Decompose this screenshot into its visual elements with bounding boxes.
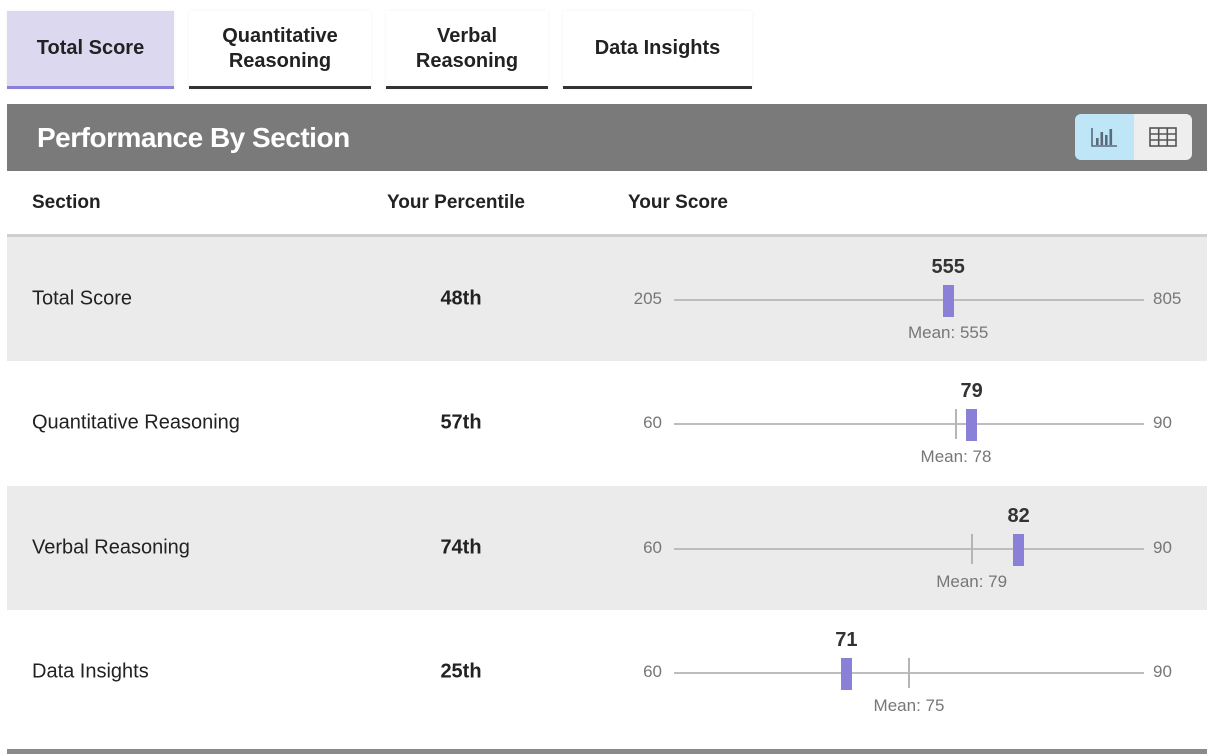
scale-max: 90	[1153, 413, 1172, 432]
scale-max: 90	[1153, 662, 1172, 681]
table-row: Quantitative Reasoning 57th 60 79 Mean: …	[7, 361, 1207, 485]
score-value: 555	[931, 256, 965, 278]
table-view-button[interactable]	[1133, 114, 1192, 160]
score-scale: 205 555 Mean: 555 805	[617, 237, 1207, 361]
bar-chart-icon	[1091, 128, 1118, 147]
score-marker	[942, 285, 954, 317]
score-scale: 60 71 Mean: 75 90	[617, 610, 1207, 734]
tab-verbal-reasoning[interactable]: Verbal Reasoning	[386, 11, 548, 89]
bottom-divider	[7, 749, 1207, 754]
scale-track	[674, 423, 1144, 425]
tab-label: Verbal Reasoning	[415, 24, 519, 72]
scale-max: 805	[1153, 289, 1182, 308]
row-section-name: Verbal Reasoning	[32, 536, 190, 559]
mean-label: Mean: 78	[920, 447, 992, 466]
mean-label: Mean: 75	[873, 696, 945, 715]
score-value: 82	[1007, 505, 1030, 527]
tab-label: Total Score	[36, 37, 145, 59]
tab-total-score[interactable]: Total Score	[7, 11, 174, 89]
table-row: Data Insights 25th 60 71 Mean: 75 90	[7, 610, 1207, 734]
scale-track	[674, 299, 1144, 301]
tab-data-insights[interactable]: Data Insights	[563, 11, 752, 89]
scale-min: 205	[633, 289, 662, 308]
column-header-percentile: Your Percentile	[387, 192, 525, 213]
score-value: 71	[835, 629, 858, 651]
table-grid-icon	[1148, 127, 1177, 147]
row-section-name: Total Score	[32, 287, 133, 310]
card-title: Performance By Section	[37, 122, 350, 153]
row-percentile: 57th	[440, 411, 482, 434]
mean-marker	[908, 658, 910, 688]
scale-min: 60	[643, 538, 662, 557]
tab-label: Data Insights	[594, 37, 721, 59]
score-value: 79	[960, 380, 983, 402]
performance-card: Performance By Section	[7, 104, 1207, 754]
score-scale: 60 79 Mean: 78 90	[617, 361, 1207, 485]
mean-label: Mean: 555	[907, 323, 989, 342]
tab-quantitative-reasoning[interactable]: Quantitative Reasoning	[189, 11, 371, 89]
mean-marker	[970, 534, 973, 564]
score-scale: 60 82 Mean: 79 90	[617, 486, 1207, 610]
tab-label: Quantitative Reasoning	[222, 24, 338, 72]
row-percentile: 48th	[440, 287, 482, 310]
view-toggle	[1075, 114, 1192, 160]
table-row: Total Score 48th 205 555 Mean: 555 805	[7, 237, 1207, 361]
table-row: Verbal Reasoning 74th 60 82 Mean: 79 90	[7, 486, 1207, 610]
scale-track	[674, 548, 1144, 550]
column-headers: Section Your Percentile Your Score	[7, 171, 1207, 237]
score-marker	[966, 409, 978, 441]
chart-view-button[interactable]	[1075, 114, 1134, 160]
scale-min: 60	[643, 662, 662, 681]
mean-label: Mean: 79	[936, 572, 1008, 591]
row-section-name: Quantitative Reasoning	[32, 411, 240, 434]
row-section-name: Data Insights	[32, 660, 149, 683]
row-percentile: 25th	[440, 660, 482, 683]
card-header: Performance By Section	[7, 104, 1207, 171]
score-marker	[840, 658, 852, 690]
column-header-section: Section	[32, 192, 101, 213]
score-marker	[1013, 534, 1025, 566]
scale-max: 90	[1153, 538, 1172, 557]
scale-min: 60	[643, 413, 662, 432]
column-header-score: Your Score	[628, 192, 728, 213]
mean-marker	[955, 409, 957, 439]
row-percentile: 74th	[440, 536, 482, 559]
